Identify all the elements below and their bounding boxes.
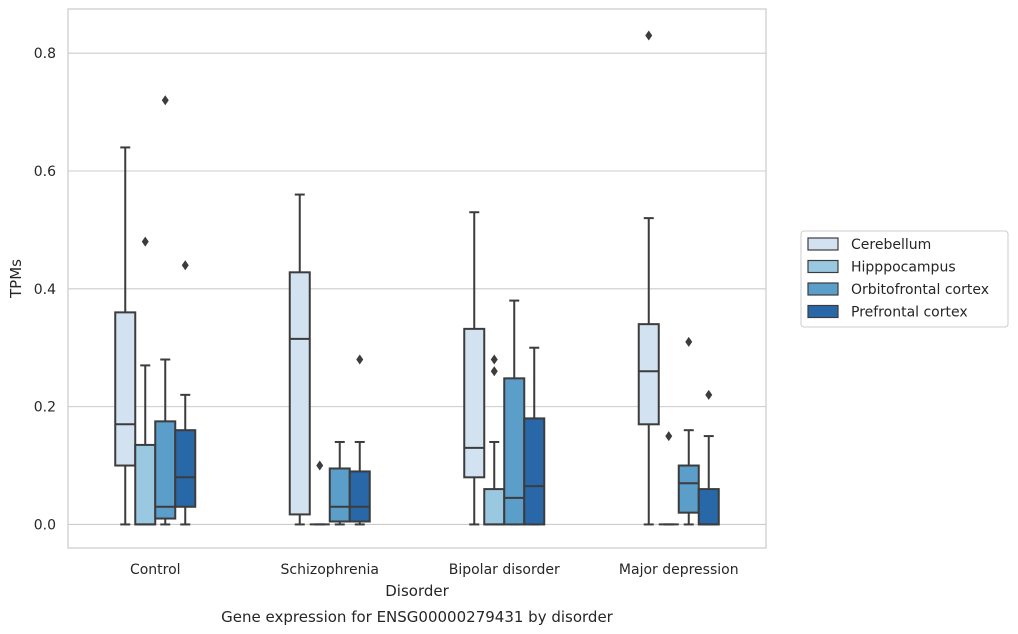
box-iqr <box>174 429 197 508</box>
y-tick-label: 0.0 <box>34 517 56 533</box>
box-hipppocampus <box>658 431 679 526</box>
box-iqr <box>523 417 546 526</box>
box-iqr <box>463 327 486 479</box>
box-prefrontal-cortex <box>523 346 546 526</box>
box-series <box>114 30 720 526</box>
y-tick-label: 0.4 <box>34 282 56 298</box>
box-iqr <box>637 323 660 426</box>
box-iqr <box>483 488 506 526</box>
box-iqr <box>288 271 311 516</box>
box-prefrontal-cortex <box>174 260 197 526</box>
outlier-point <box>181 260 189 271</box>
box-cerebellum <box>114 146 137 526</box>
outlier-point <box>316 460 324 471</box>
x-tick-label: Major depression <box>619 562 739 578</box>
legend-label: Cerebellum <box>851 237 931 253</box>
legend-swatch <box>807 282 839 296</box>
y-axis-ticks: 0.0 0.2 0.4 0.6 0.8 <box>34 46 56 533</box>
chart-caption: Gene expression for ENSG00000279431 by d… <box>221 608 614 626</box>
box-cerebellum <box>637 30 660 526</box>
x-tick-label: Bipolar disorder <box>449 562 560 578</box>
box-orbitofrontal-cortex <box>328 440 351 526</box>
box-hipppocampus <box>134 236 157 526</box>
box-cerebellum <box>288 193 311 526</box>
outlier-point <box>490 366 498 377</box>
x-tick-label: Schizophrenia <box>281 562 379 578</box>
x-tick-label: Control <box>130 562 181 578</box>
outlier-point <box>490 354 498 365</box>
legend-label: Prefrontal cortex <box>851 305 968 321</box>
box-iqr <box>154 420 177 520</box>
y-axis-label: TPMs <box>7 259 25 299</box>
outlier-point <box>141 236 149 247</box>
legend-swatch <box>807 237 839 251</box>
x-axis-label: Disorder <box>385 582 449 600</box>
legend-swatch <box>807 259 839 274</box>
box-iqr <box>328 467 351 523</box>
outlier-point <box>685 336 693 347</box>
outlier-point <box>161 95 169 106</box>
outlier-point <box>705 389 713 400</box>
legend-swatch <box>807 304 839 319</box>
box-hipppocampus <box>309 460 330 526</box>
box-prefrontal-cortex <box>697 389 720 526</box>
box-iqr <box>677 464 700 514</box>
legend: Cerebellum Hipppocampus Orbitofrontal cort… <box>800 230 1009 328</box>
x-axis-ticks: Control Schizophrenia Bipolar disorder Majo… <box>130 562 739 578</box>
y-tick-label: 0.2 <box>34 400 56 416</box>
y-tick-label: 0.6 <box>34 164 56 180</box>
box-cerebellum <box>463 211 486 526</box>
box-orbitofrontal-cortex <box>677 336 700 526</box>
box-iqr <box>134 443 157 526</box>
box-prefrontal-cortex <box>348 354 371 526</box>
outlier-point <box>665 431 673 442</box>
y-tick-label: 0.8 <box>34 46 56 62</box>
legend-frame <box>800 230 1009 328</box>
box-iqr <box>503 377 526 526</box>
outlier-point <box>356 354 364 365</box>
legend-label: Orbitofrontal cortex <box>851 282 989 298</box>
outlier-point <box>645 30 653 41</box>
box-iqr <box>697 488 720 526</box>
legend-label: Hipppocampus <box>851 260 956 276</box>
box-iqr <box>348 470 371 523</box>
plot-frame <box>67 8 767 549</box>
box-iqr <box>114 311 137 467</box>
